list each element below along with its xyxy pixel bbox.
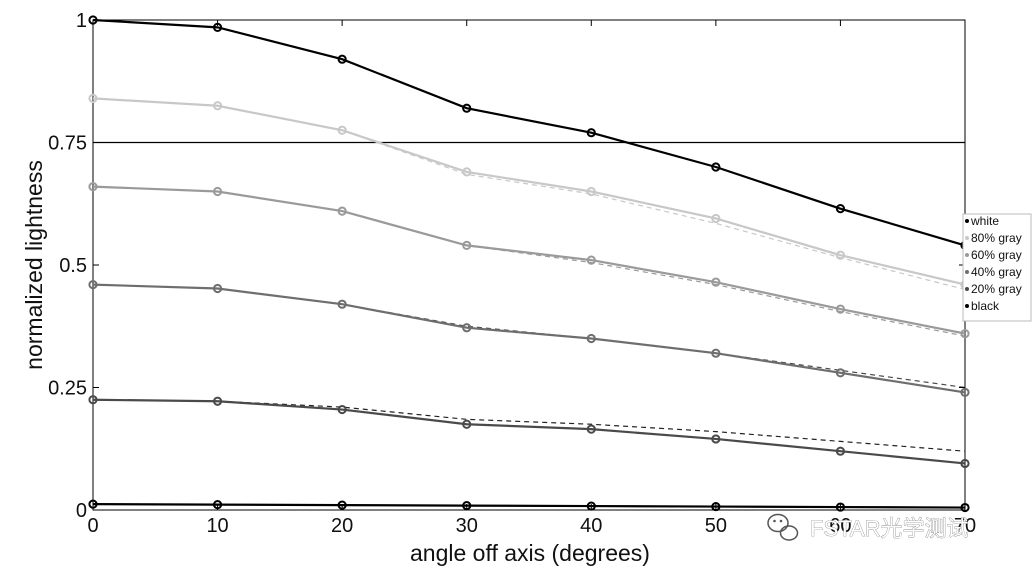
data-point-60-gray bbox=[960, 329, 970, 339]
data-point-black bbox=[960, 502, 970, 513]
x-tick-label: 30 bbox=[456, 515, 478, 537]
wechat-icon bbox=[767, 513, 799, 541]
y-axis-title: normalized lightness bbox=[21, 160, 47, 370]
data-point-80-gray bbox=[462, 167, 472, 177]
data-point-20-gray bbox=[586, 424, 596, 434]
data-point-40-gray bbox=[835, 368, 846, 378]
data-point-white bbox=[711, 162, 721, 172]
data-point-80-gray bbox=[711, 213, 721, 224]
x-tick-label: 40 bbox=[580, 515, 602, 537]
legend-marker bbox=[965, 236, 969, 240]
y-tick-label: 0.75 bbox=[48, 133, 87, 155]
data-point-black bbox=[835, 502, 846, 512]
data-point-40-gray bbox=[212, 283, 223, 294]
y-tick-label: 0 bbox=[76, 500, 87, 522]
x-tick-label: 10 bbox=[206, 515, 228, 537]
legend-marker bbox=[965, 287, 969, 291]
series-line-40-gray bbox=[92, 283, 966, 394]
watermark-text: FSTAR光学测试 bbox=[810, 516, 968, 541]
legend-marker bbox=[965, 253, 969, 257]
data-point-20-gray bbox=[835, 446, 846, 456]
y-tick-label: 1 bbox=[76, 10, 87, 32]
legend-label: 60% gray bbox=[971, 248, 1022, 262]
data-point-80-gray bbox=[835, 250, 846, 260]
data-point-20-gray bbox=[960, 458, 970, 469]
x-tick-label: 50 bbox=[705, 515, 727, 537]
x-tick-label: 20 bbox=[331, 515, 353, 537]
data-point-40-gray bbox=[960, 387, 970, 397]
legend-marker bbox=[965, 219, 969, 223]
y-tick-label: 0.5 bbox=[59, 255, 87, 277]
data-point-40-gray bbox=[462, 323, 472, 333]
y-tick-label: 0.25 bbox=[48, 378, 87, 400]
x-tick-label: 60 bbox=[829, 515, 851, 537]
data-point-60-gray bbox=[462, 240, 472, 250]
data-point-60-gray bbox=[88, 182, 98, 192]
series-line-white bbox=[92, 18, 966, 247]
data-point-60-gray bbox=[835, 304, 846, 314]
data-point-40-gray bbox=[711, 348, 721, 358]
data-point-80-gray bbox=[212, 101, 223, 111]
data-point-40-gray bbox=[88, 280, 98, 290]
data-point-40-gray bbox=[337, 299, 347, 309]
legend-label: 80% gray bbox=[971, 231, 1022, 245]
data-point-60-gray bbox=[212, 186, 223, 197]
data-point-white bbox=[586, 128, 596, 138]
data-point-60-gray bbox=[337, 206, 347, 216]
data-point-20-gray bbox=[337, 404, 347, 415]
data-point-black bbox=[711, 501, 721, 512]
legend-label: 40% gray bbox=[971, 265, 1022, 279]
data-point-20-gray bbox=[462, 419, 472, 429]
data-point-80-gray bbox=[337, 125, 347, 135]
chart-marks bbox=[88, 15, 970, 513]
legend-label: white bbox=[970, 214, 999, 228]
data-point-white bbox=[337, 54, 347, 64]
legend-marker bbox=[965, 270, 969, 274]
x-tick-label: 0 bbox=[87, 515, 98, 537]
axes: 0 10 20 30 40 50 60 70 0 0.25 0.5 0.75 1 bbox=[48, 10, 976, 537]
data-point-80-gray bbox=[586, 186, 596, 197]
data-point-40-gray bbox=[586, 333, 596, 344]
series-line-80-gray bbox=[92, 97, 966, 286]
series-line-60-gray bbox=[92, 185, 966, 335]
legend-label: black bbox=[971, 299, 1000, 313]
legend-label: 20% gray bbox=[971, 282, 1022, 296]
data-point-60-gray bbox=[711, 277, 721, 287]
data-point-80-gray bbox=[88, 93, 98, 104]
watermark: FSTAR光学测试 bbox=[767, 513, 969, 541]
data-point-60-gray bbox=[586, 255, 596, 265]
legend-marker bbox=[965, 304, 969, 308]
x-axis-title: angle off axis (degrees) bbox=[410, 540, 650, 566]
data-point-20-gray bbox=[711, 434, 721, 444]
plot-area bbox=[92, 19, 966, 511]
x-tick-label: 70 bbox=[954, 515, 976, 537]
data-point-white bbox=[462, 103, 472, 113]
series-line-20-gray bbox=[92, 398, 966, 465]
data-point-20-gray bbox=[212, 396, 223, 406]
data-point-20-gray bbox=[88, 395, 98, 405]
legend: white 80% gray 60% gray 40% gray 20% gray bla… bbox=[962, 213, 1032, 322]
legend-box bbox=[962, 213, 1032, 322]
data-point-white bbox=[835, 204, 846, 214]
series-line-black bbox=[92, 503, 966, 509]
plot-frame bbox=[92, 19, 966, 511]
